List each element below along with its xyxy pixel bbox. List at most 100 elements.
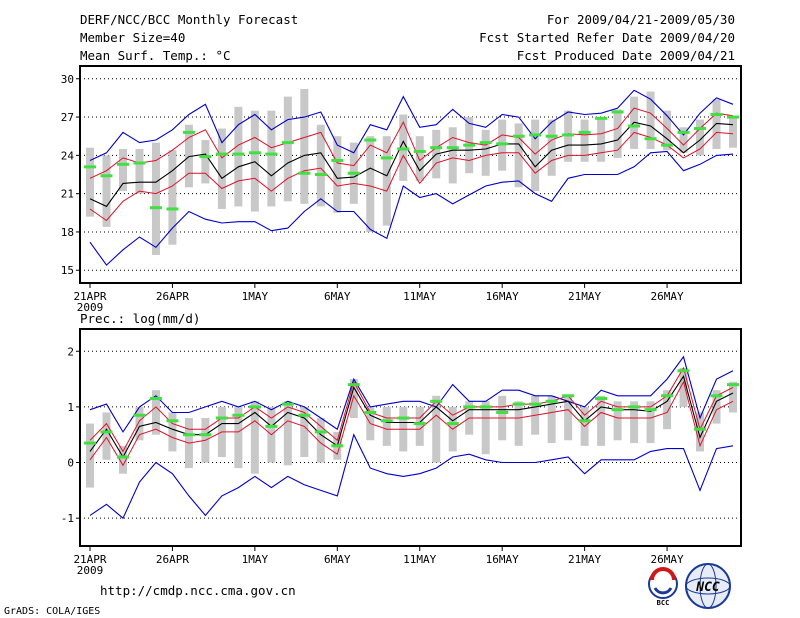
prec-median-mark [677, 369, 690, 373]
temp-spread-box [613, 109, 622, 158]
temp-spread-box [217, 128, 226, 209]
start-refer-date: Fcst Started Refer Date 2009/04/20 [479, 30, 735, 45]
temp-spread-box [696, 119, 705, 156]
temp-median-mark [661, 143, 674, 147]
prec-median-mark [397, 416, 410, 420]
temp-y-tick-label: 15 [61, 264, 74, 277]
prec-median-mark [628, 405, 641, 409]
source-url[interactable]: http://cmdp.ncc.cma.gov.cn [100, 583, 296, 598]
temp-median-mark [248, 151, 261, 155]
temp-median-mark [314, 173, 327, 176]
temp-plot-frame [79, 65, 742, 284]
prec-median-mark [232, 413, 245, 417]
ncc-logo: NCC [685, 563, 731, 609]
temp-median-mark [166, 207, 179, 211]
variable-label: Mean Surf. Temp.: °C [80, 48, 231, 63]
prec-median-mark [562, 394, 575, 398]
prec-x-tick-label: 6MAY [324, 553, 351, 566]
prec-year-label: 2009 [77, 564, 104, 577]
temp-median-mark [199, 155, 212, 159]
temp-median-mark [562, 133, 575, 137]
prec-median-mark [446, 422, 459, 426]
temp-median-mark [578, 130, 591, 134]
temp-median-mark [644, 137, 657, 141]
temp-spread-box [382, 136, 391, 226]
prec-spread-box [415, 406, 424, 446]
temp-spread-box [135, 148, 144, 194]
prec-median-mark [116, 455, 129, 459]
prec-spread-box [234, 406, 243, 469]
temp-spread-box [679, 127, 688, 153]
prec-median-mark [595, 397, 608, 401]
temp-x-tick-label: 21APR [73, 290, 106, 303]
member-size: Member Size=40 [80, 30, 185, 45]
temp-median-mark [694, 127, 707, 131]
temp-y-tick-label: 24 [61, 149, 75, 162]
prec-median-mark [661, 394, 674, 398]
prec-median-mark [331, 444, 344, 448]
prec-min-line [89, 433, 734, 520]
prec-median-mark [149, 397, 162, 401]
temp-median-mark [380, 156, 393, 160]
prec-spread-box [316, 418, 325, 463]
temp-median-mark [331, 158, 344, 162]
temp-spread-box [729, 117, 737, 148]
temp-median-mark [84, 165, 96, 169]
temp-spread-box [184, 124, 193, 188]
temp-spread-box [580, 119, 589, 162]
temp-median-mark [100, 174, 113, 178]
temp-median-mark [215, 152, 228, 156]
temp-spread-box [531, 119, 540, 192]
prec-spread-box [349, 379, 358, 419]
temp-spread-box [366, 136, 375, 232]
temp-y-tick-label: 30 [61, 73, 74, 86]
prec-spread-box [729, 381, 737, 413]
temp-mean-line [89, 121, 734, 208]
prec-median-mark [694, 427, 707, 431]
temp-spread-box [514, 123, 523, 188]
temp-median-mark [595, 116, 608, 120]
bcc-logo: BCC [648, 567, 678, 607]
prec-median-mark [364, 410, 377, 414]
temp-spread-box [547, 119, 556, 176]
temp-spread-box [234, 106, 243, 207]
grads-credit: GrADS: COLA/IGES [4, 606, 100, 617]
prec-median-mark [199, 433, 212, 437]
temp-median-mark [611, 110, 624, 114]
temp-upper-line [89, 107, 734, 179]
temp-spread-box [267, 110, 276, 207]
prec-median-mark [727, 383, 739, 387]
prec-y-tick-label: 1 [67, 401, 74, 414]
temp-spread-box [333, 136, 342, 213]
prec-median-mark [578, 419, 591, 423]
prec-spread-box [646, 401, 655, 444]
temp-median-mark [347, 171, 360, 175]
produced-date: Fcst Produced Date 2009/04/21 [517, 48, 735, 63]
prec-median-mark [298, 413, 311, 417]
temp-spread-box [415, 136, 424, 181]
prec-spread-box [118, 445, 127, 474]
prec-spread-box [250, 401, 259, 474]
prec-median-mark [430, 399, 443, 403]
temp-median-mark [545, 134, 558, 138]
prec-median-mark [463, 405, 476, 409]
temp-y-tick-label: 21 [61, 188, 74, 201]
prec-x-tick-label: 1MAY [242, 553, 269, 566]
temp-x-tick-label: 16MAY [486, 290, 519, 303]
temp-median-mark [133, 161, 146, 165]
temp-median-mark [727, 115, 739, 119]
prec-median-mark [512, 402, 525, 406]
temp-median-mark [149, 206, 162, 210]
temp-median-mark [430, 146, 443, 150]
prec-x-tick-label: 16MAY [486, 553, 519, 566]
temp-median-mark [116, 162, 129, 166]
temp-median-mark [298, 171, 311, 175]
prec-spread-box [679, 367, 688, 407]
prec-median-mark [281, 402, 294, 406]
prec-spread-box [663, 390, 672, 430]
temp-spread-box [118, 148, 127, 192]
prec-spread-box [712, 390, 721, 424]
temp-median-mark [710, 113, 723, 117]
